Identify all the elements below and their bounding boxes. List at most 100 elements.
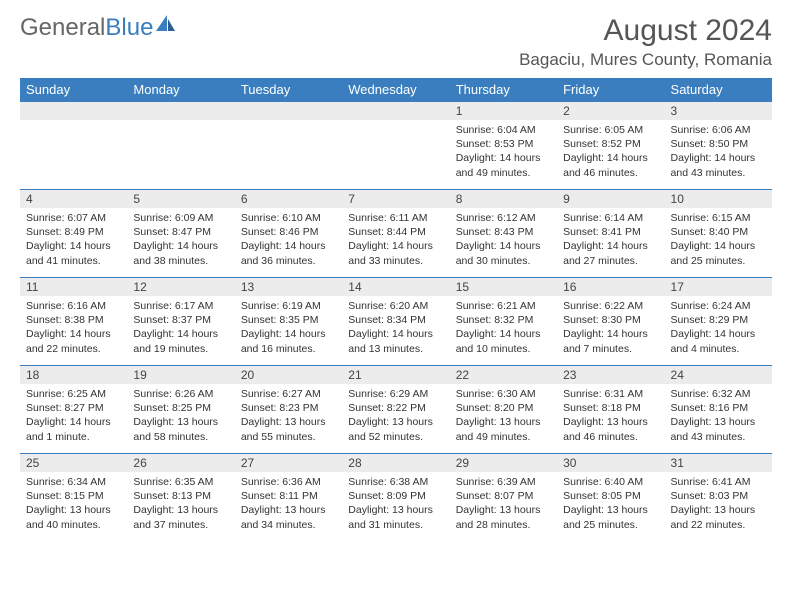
day-body: Sunrise: 6:06 AMSunset: 8:50 PMDaylight:… xyxy=(665,120,772,184)
day-number: 18 xyxy=(20,366,127,384)
day-body: Sunrise: 6:11 AMSunset: 8:44 PMDaylight:… xyxy=(342,208,449,272)
calendar-cell: 23Sunrise: 6:31 AMSunset: 8:18 PMDayligh… xyxy=(557,366,664,454)
day-number: 15 xyxy=(450,278,557,296)
calendar-cell: 17Sunrise: 6:24 AMSunset: 8:29 PMDayligh… xyxy=(665,278,772,366)
day-number-blank xyxy=(342,102,449,120)
calendar-body: 1Sunrise: 6:04 AMSunset: 8:53 PMDaylight… xyxy=(20,102,772,542)
brand-part2: Blue xyxy=(105,14,153,42)
day-body: Sunrise: 6:12 AMSunset: 8:43 PMDaylight:… xyxy=(450,208,557,272)
calendar-cell: 12Sunrise: 6:17 AMSunset: 8:37 PMDayligh… xyxy=(127,278,234,366)
day-number: 31 xyxy=(665,454,772,472)
day-body: Sunrise: 6:36 AMSunset: 8:11 PMDaylight:… xyxy=(235,472,342,536)
day-number: 6 xyxy=(235,190,342,208)
day-body: Sunrise: 6:38 AMSunset: 8:09 PMDaylight:… xyxy=(342,472,449,536)
calendar-cell: 6Sunrise: 6:10 AMSunset: 8:46 PMDaylight… xyxy=(235,190,342,278)
day-body: Sunrise: 6:15 AMSunset: 8:40 PMDaylight:… xyxy=(665,208,772,272)
calendar-cell: 2Sunrise: 6:05 AMSunset: 8:52 PMDaylight… xyxy=(557,102,664,190)
day-body: Sunrise: 6:25 AMSunset: 8:27 PMDaylight:… xyxy=(20,384,127,448)
calendar-week-row: 18Sunrise: 6:25 AMSunset: 8:27 PMDayligh… xyxy=(20,366,772,454)
calendar-cell: 16Sunrise: 6:22 AMSunset: 8:30 PMDayligh… xyxy=(557,278,664,366)
calendar-cell: 11Sunrise: 6:16 AMSunset: 8:38 PMDayligh… xyxy=(20,278,127,366)
calendar-cell: 13Sunrise: 6:19 AMSunset: 8:35 PMDayligh… xyxy=(235,278,342,366)
calendar-cell: 21Sunrise: 6:29 AMSunset: 8:22 PMDayligh… xyxy=(342,366,449,454)
calendar-week-row: 1Sunrise: 6:04 AMSunset: 8:53 PMDaylight… xyxy=(20,102,772,190)
day-number: 22 xyxy=(450,366,557,384)
calendar-cell: 22Sunrise: 6:30 AMSunset: 8:20 PMDayligh… xyxy=(450,366,557,454)
day-body: Sunrise: 6:24 AMSunset: 8:29 PMDaylight:… xyxy=(665,296,772,360)
calendar-cell: 15Sunrise: 6:21 AMSunset: 8:32 PMDayligh… xyxy=(450,278,557,366)
day-number: 30 xyxy=(557,454,664,472)
calendar-cell xyxy=(235,102,342,190)
calendar-cell: 20Sunrise: 6:27 AMSunset: 8:23 PMDayligh… xyxy=(235,366,342,454)
day-body: Sunrise: 6:34 AMSunset: 8:15 PMDaylight:… xyxy=(20,472,127,536)
header: GeneralBlue August 2024 Bagaciu, Mures C… xyxy=(20,14,772,70)
day-body: Sunrise: 6:10 AMSunset: 8:46 PMDaylight:… xyxy=(235,208,342,272)
day-body: Sunrise: 6:16 AMSunset: 8:38 PMDaylight:… xyxy=(20,296,127,360)
day-body: Sunrise: 6:30 AMSunset: 8:20 PMDaylight:… xyxy=(450,384,557,448)
day-body: Sunrise: 6:22 AMSunset: 8:30 PMDaylight:… xyxy=(557,296,664,360)
day-number: 23 xyxy=(557,366,664,384)
day-body: Sunrise: 6:19 AMSunset: 8:35 PMDaylight:… xyxy=(235,296,342,360)
day-number: 26 xyxy=(127,454,234,472)
day-body: Sunrise: 6:40 AMSunset: 8:05 PMDaylight:… xyxy=(557,472,664,536)
day-body: Sunrise: 6:27 AMSunset: 8:23 PMDaylight:… xyxy=(235,384,342,448)
day-number: 13 xyxy=(235,278,342,296)
calendar-cell: 26Sunrise: 6:35 AMSunset: 8:13 PMDayligh… xyxy=(127,454,234,542)
day-number: 27 xyxy=(235,454,342,472)
day-body: Sunrise: 6:17 AMSunset: 8:37 PMDaylight:… xyxy=(127,296,234,360)
day-body-blank xyxy=(342,120,449,180)
day-number: 16 xyxy=(557,278,664,296)
day-number: 8 xyxy=(450,190,557,208)
day-number: 11 xyxy=(20,278,127,296)
calendar-cell: 27Sunrise: 6:36 AMSunset: 8:11 PMDayligh… xyxy=(235,454,342,542)
calendar-cell xyxy=(20,102,127,190)
day-number: 10 xyxy=(665,190,772,208)
day-number: 4 xyxy=(20,190,127,208)
day-number-blank xyxy=(127,102,234,120)
weekday-header: Sunday xyxy=(20,78,127,102)
calendar-cell: 14Sunrise: 6:20 AMSunset: 8:34 PMDayligh… xyxy=(342,278,449,366)
calendar-cell: 8Sunrise: 6:12 AMSunset: 8:43 PMDaylight… xyxy=(450,190,557,278)
calendar-week-row: 4Sunrise: 6:07 AMSunset: 8:49 PMDaylight… xyxy=(20,190,772,278)
calendar-table: Sunday Monday Tuesday Wednesday Thursday… xyxy=(20,78,772,542)
day-number: 7 xyxy=(342,190,449,208)
day-body: Sunrise: 6:31 AMSunset: 8:18 PMDaylight:… xyxy=(557,384,664,448)
day-body: Sunrise: 6:21 AMSunset: 8:32 PMDaylight:… xyxy=(450,296,557,360)
brand-part1: General xyxy=(20,14,105,42)
day-body-blank xyxy=(127,120,234,180)
day-body: Sunrise: 6:07 AMSunset: 8:49 PMDaylight:… xyxy=(20,208,127,272)
calendar-cell: 29Sunrise: 6:39 AMSunset: 8:07 PMDayligh… xyxy=(450,454,557,542)
day-number: 9 xyxy=(557,190,664,208)
weekday-header: Monday xyxy=(127,78,234,102)
calendar-cell: 4Sunrise: 6:07 AMSunset: 8:49 PMDaylight… xyxy=(20,190,127,278)
day-body: Sunrise: 6:14 AMSunset: 8:41 PMDaylight:… xyxy=(557,208,664,272)
day-body: Sunrise: 6:09 AMSunset: 8:47 PMDaylight:… xyxy=(127,208,234,272)
day-number: 12 xyxy=(127,278,234,296)
day-number: 20 xyxy=(235,366,342,384)
location-subtitle: Bagaciu, Mures County, Romania xyxy=(519,50,772,70)
weekday-header-row: Sunday Monday Tuesday Wednesday Thursday… xyxy=(20,78,772,102)
weekday-header: Saturday xyxy=(665,78,772,102)
day-number: 2 xyxy=(557,102,664,120)
calendar-cell xyxy=(127,102,234,190)
day-number: 1 xyxy=(450,102,557,120)
day-body: Sunrise: 6:29 AMSunset: 8:22 PMDaylight:… xyxy=(342,384,449,448)
day-body: Sunrise: 6:39 AMSunset: 8:07 PMDaylight:… xyxy=(450,472,557,536)
sail-icon xyxy=(155,11,177,39)
day-body: Sunrise: 6:35 AMSunset: 8:13 PMDaylight:… xyxy=(127,472,234,536)
day-body: Sunrise: 6:41 AMSunset: 8:03 PMDaylight:… xyxy=(665,472,772,536)
title-block: August 2024 Bagaciu, Mures County, Roman… xyxy=(519,14,772,70)
day-number: 14 xyxy=(342,278,449,296)
calendar-cell: 3Sunrise: 6:06 AMSunset: 8:50 PMDaylight… xyxy=(665,102,772,190)
calendar-cell: 5Sunrise: 6:09 AMSunset: 8:47 PMDaylight… xyxy=(127,190,234,278)
day-body-blank xyxy=(235,120,342,180)
day-number: 5 xyxy=(127,190,234,208)
calendar-cell: 31Sunrise: 6:41 AMSunset: 8:03 PMDayligh… xyxy=(665,454,772,542)
day-body: Sunrise: 6:04 AMSunset: 8:53 PMDaylight:… xyxy=(450,120,557,184)
day-number-blank xyxy=(20,102,127,120)
calendar-cell: 25Sunrise: 6:34 AMSunset: 8:15 PMDayligh… xyxy=(20,454,127,542)
calendar-cell xyxy=(342,102,449,190)
calendar-week-row: 11Sunrise: 6:16 AMSunset: 8:38 PMDayligh… xyxy=(20,278,772,366)
calendar-cell: 1Sunrise: 6:04 AMSunset: 8:53 PMDaylight… xyxy=(450,102,557,190)
brand-logo: GeneralBlue xyxy=(20,14,177,42)
